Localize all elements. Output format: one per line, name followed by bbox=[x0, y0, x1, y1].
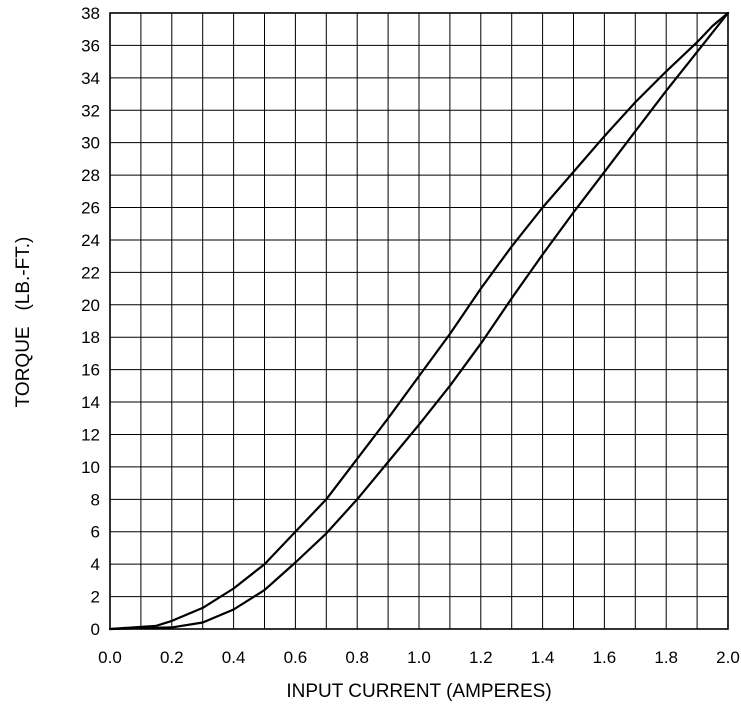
y-tick-label: 26 bbox=[81, 199, 100, 218]
y-tick-label: 2 bbox=[91, 588, 100, 607]
y-tick-label: 10 bbox=[81, 458, 100, 477]
y-tick-label: 6 bbox=[91, 523, 100, 542]
y-tick-label: 8 bbox=[91, 490, 100, 509]
x-tick-label: 1.8 bbox=[654, 648, 678, 667]
y-tick-label: 24 bbox=[81, 231, 100, 250]
y-tick-label: 22 bbox=[81, 263, 100, 282]
x-tick-label: 1.2 bbox=[469, 648, 493, 667]
x-tick-label: 0.4 bbox=[222, 648, 246, 667]
x-tick-label: 1.6 bbox=[593, 648, 617, 667]
x-tick-label: 1.4 bbox=[531, 648, 555, 667]
torque-curve-lower bbox=[108, 11, 730, 631]
y-tick-label: 36 bbox=[81, 36, 100, 55]
y-tick-label: 30 bbox=[81, 134, 100, 153]
y-tick-label: 20 bbox=[81, 296, 100, 315]
y-tick-label: 12 bbox=[81, 425, 100, 444]
y-tick-label: 0 bbox=[91, 620, 100, 639]
y-tick-label: 16 bbox=[81, 361, 100, 380]
y-tick-label: 38 bbox=[81, 4, 100, 23]
y-tick-label: 34 bbox=[81, 69, 100, 88]
y-tick-label: 4 bbox=[91, 555, 100, 574]
x-tick-label: 2.0 bbox=[716, 648, 740, 667]
plot-frame bbox=[109, 12, 729, 630]
x-tick-label: 0.0 bbox=[98, 648, 122, 667]
x-tick-label: 0.6 bbox=[284, 648, 308, 667]
y-tick-label: 18 bbox=[81, 328, 100, 347]
grid bbox=[110, 13, 728, 629]
y-tick-label: 32 bbox=[81, 101, 100, 120]
curves bbox=[108, 11, 730, 631]
torque-curve-upper bbox=[108, 11, 730, 631]
y-tick-label: 14 bbox=[81, 393, 100, 412]
y-axis-label: TORQUE (LB.-FT.) bbox=[13, 237, 34, 408]
x-tick-labels: 0.0 0.2 0.4 0.6 0.8 1.0 1.2 1.4 1.6 1.8 2.0 bbox=[98, 648, 740, 667]
x-axis-label: INPUT CURRENT (AMPERES) bbox=[286, 681, 551, 702]
x-tick-label: 1.0 bbox=[407, 648, 431, 667]
x-tick-label: 0.2 bbox=[160, 648, 184, 667]
x-tick-label: 0.8 bbox=[345, 648, 369, 667]
y-tick-label: 28 bbox=[81, 166, 100, 185]
